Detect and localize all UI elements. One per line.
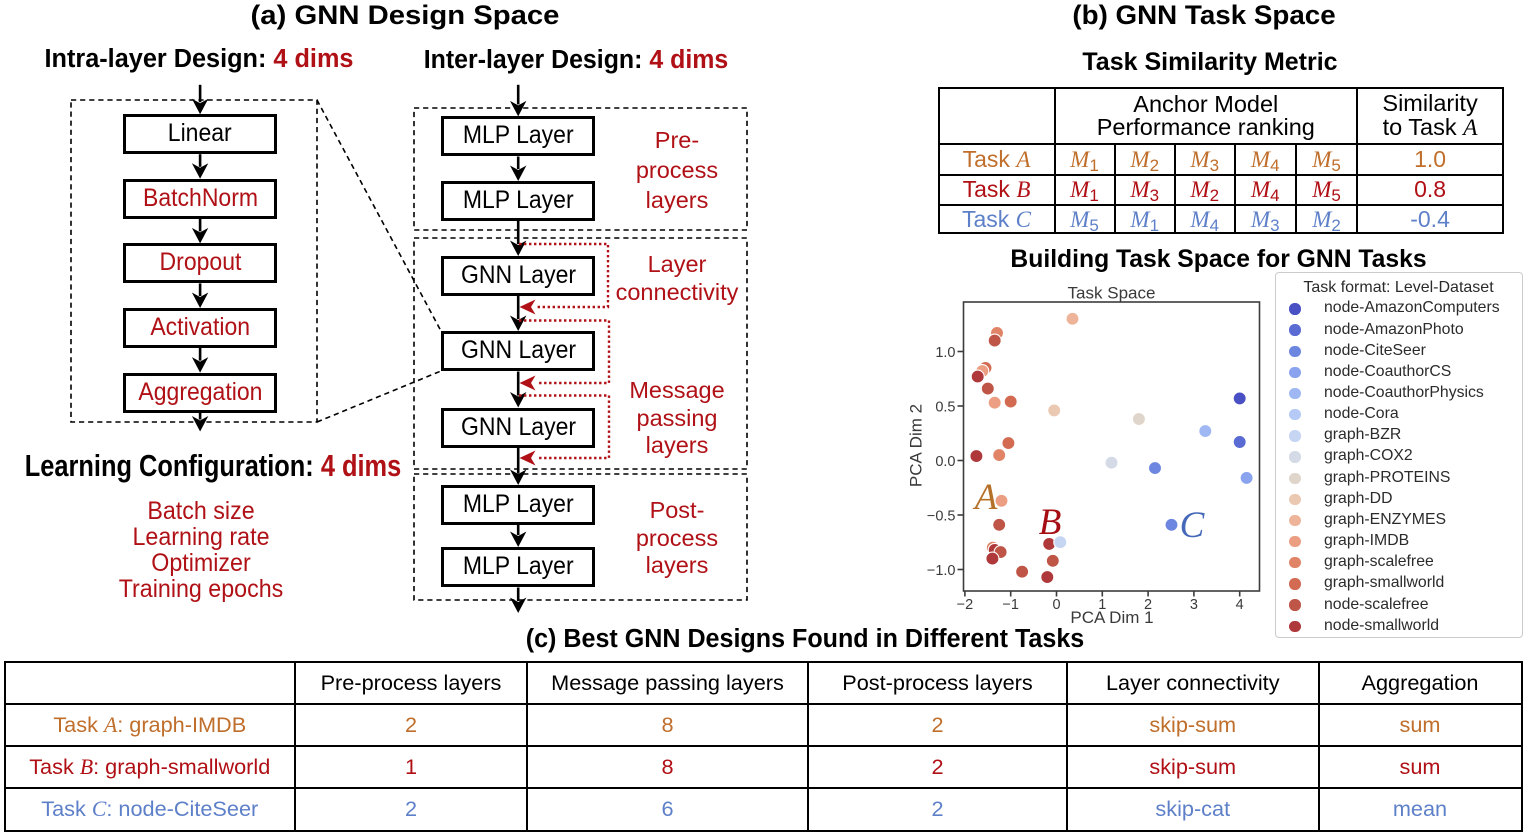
svg-text:PCA Dim 2: PCA Dim 2 [907,404,926,487]
svg-text:C: C [1180,505,1206,546]
svg-text:−1: −1 [1002,597,1019,613]
svg-text:0.5: 0.5 [935,400,955,416]
svg-text:1.0: 1.0 [935,345,955,361]
svg-text:Task Space: Task Space [1068,284,1156,303]
svg-text:0.0: 0.0 [935,454,955,470]
svg-text:A: A [972,477,998,518]
svg-text:−2: −2 [957,597,974,613]
svg-text:PCA Dim 1: PCA Dim 1 [1070,608,1153,627]
svg-text:4: 4 [1236,597,1244,613]
svg-text:−0.5: −0.5 [927,509,956,525]
svg-text:3: 3 [1190,597,1198,613]
svg-text:−1.0: −1.0 [927,563,956,579]
svg-text:B: B [1039,502,1062,543]
svg-text:2: 2 [1144,597,1152,613]
svg-text:0: 0 [1052,597,1060,613]
svg-text:1: 1 [1098,597,1106,613]
